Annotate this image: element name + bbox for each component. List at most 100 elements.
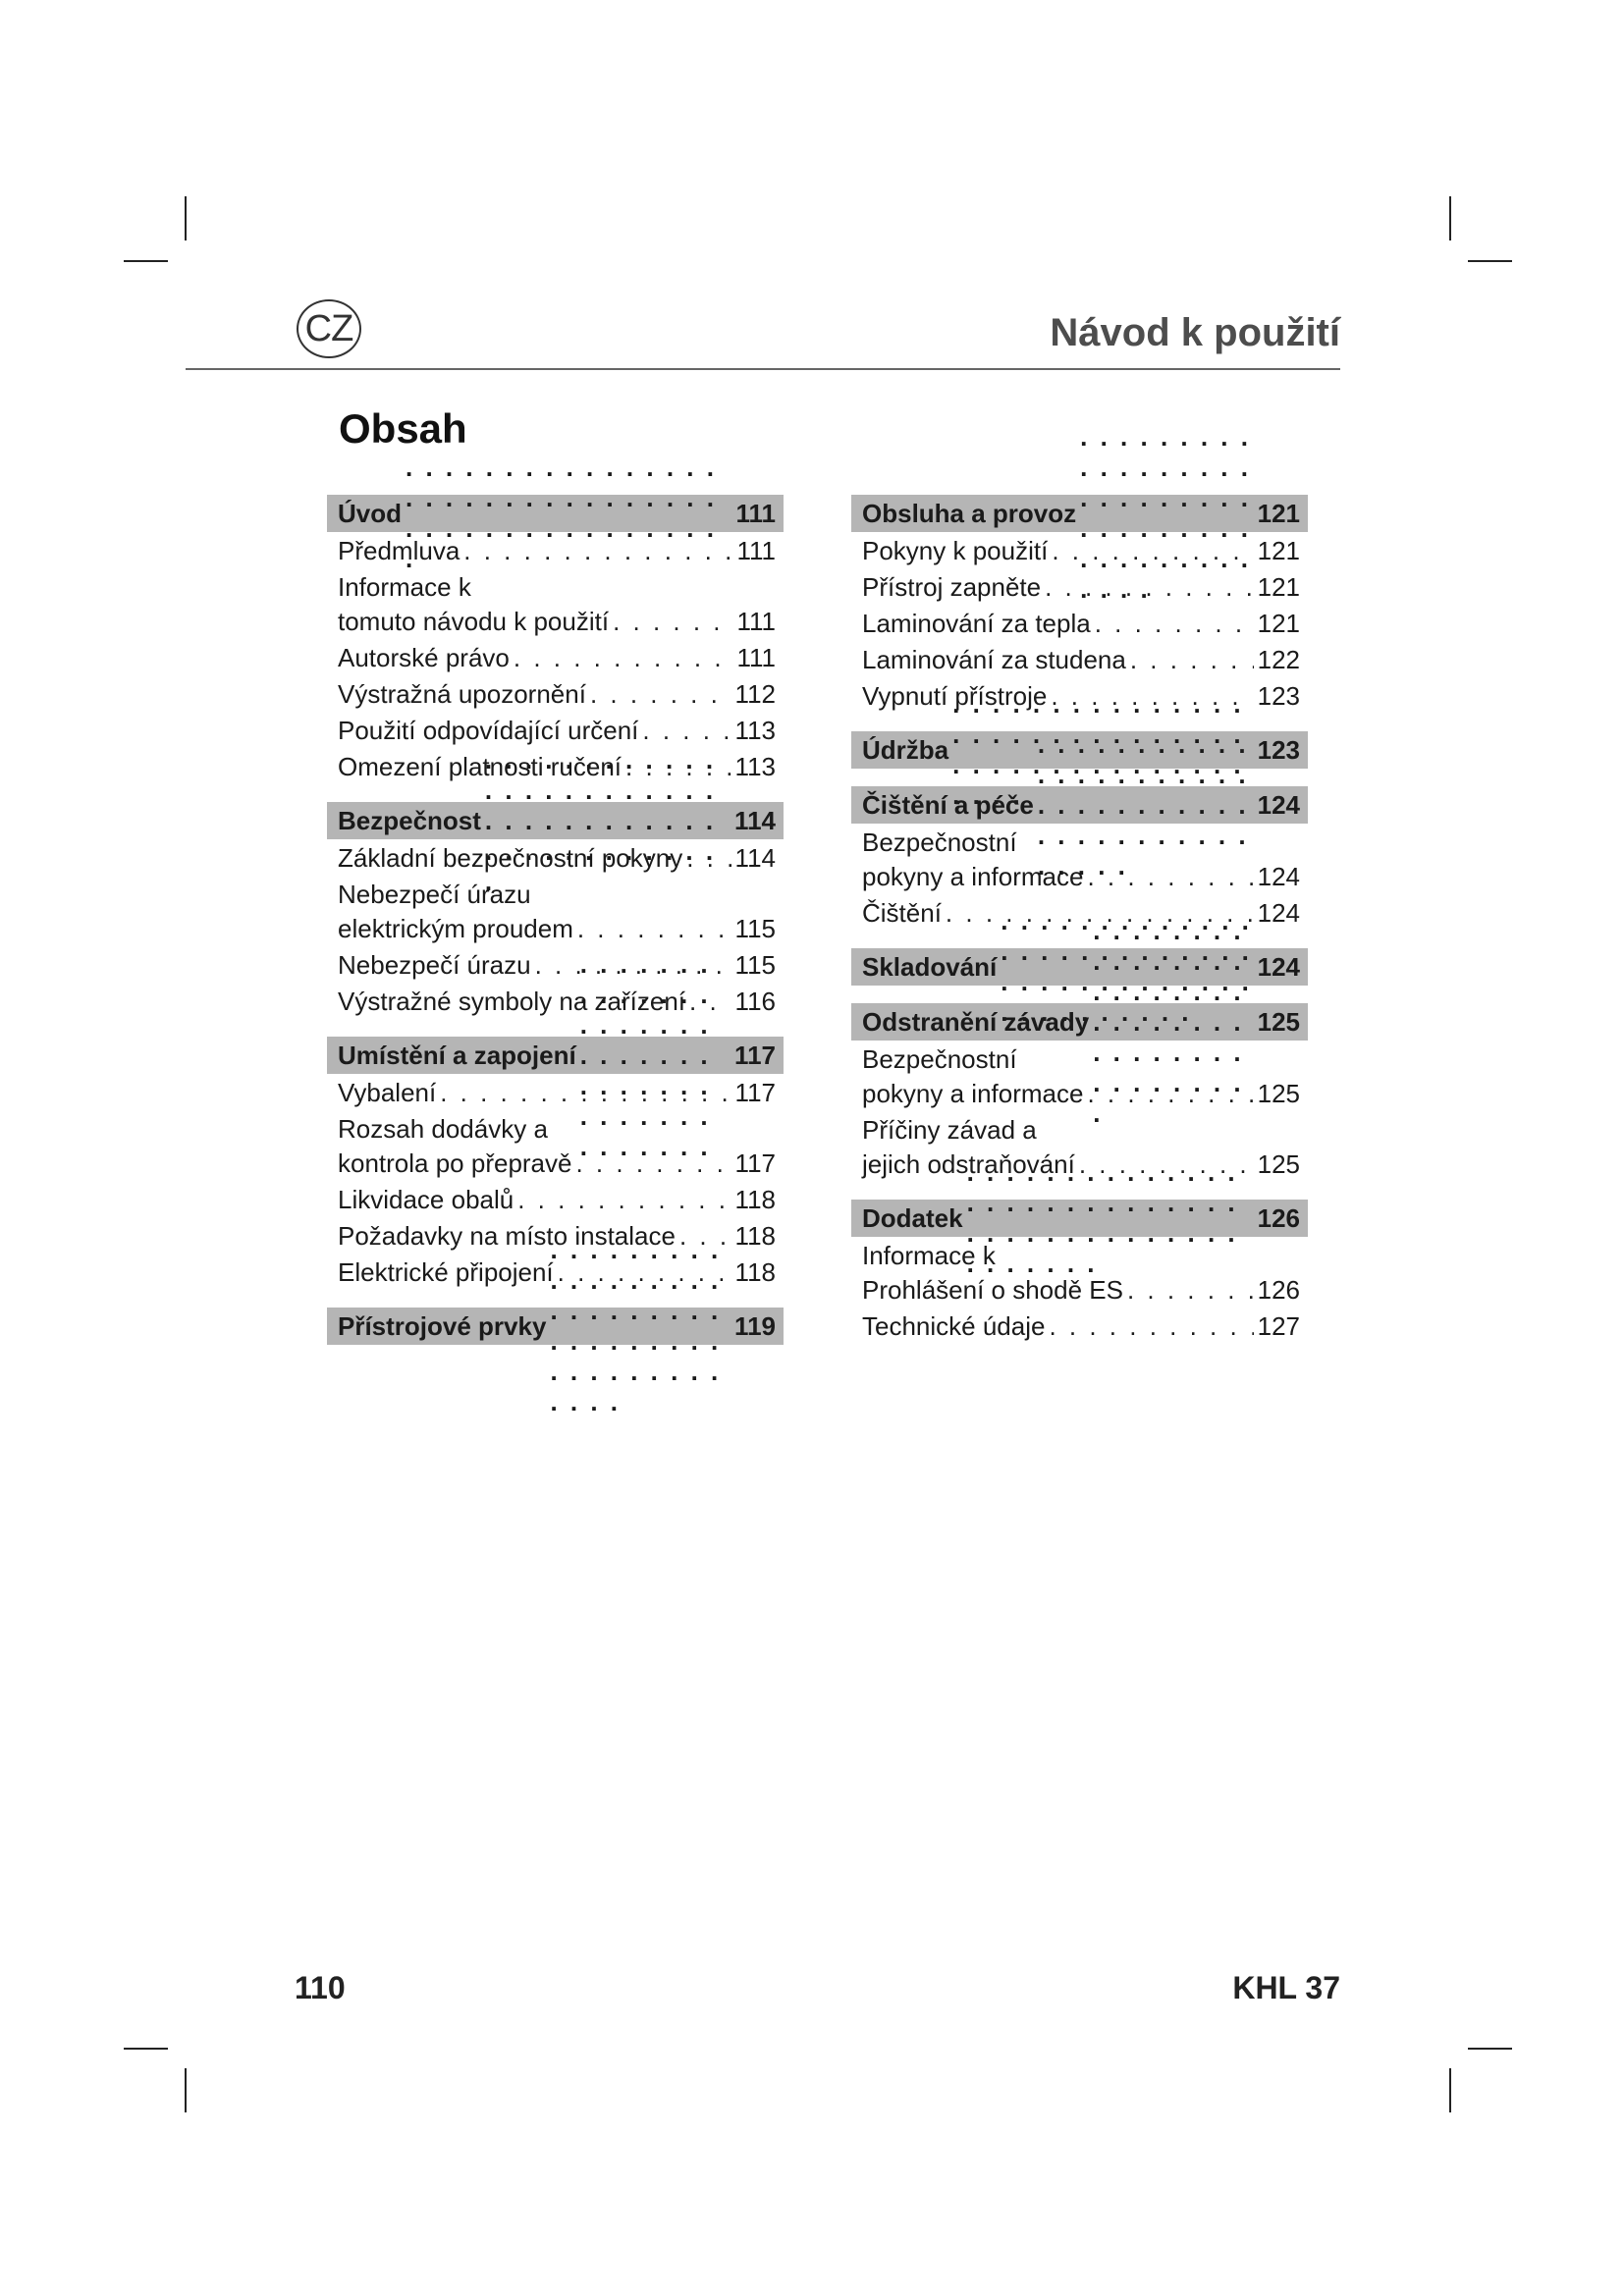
page-ref: 117 — [734, 1078, 776, 1107]
toc-entry[interactable]: Informace k tomuto návodu k použití 111 — [327, 570, 784, 639]
toc-entry-text[interactable]: Bezpečnostní — [862, 1044, 1017, 1074]
toc-entry-text[interactable]: Elektrické připojení — [338, 1257, 554, 1287]
toc-entry[interactable]: Přístroj zapněte 121 — [851, 570, 1308, 605]
toc-entry[interactable]: Vybalení 117 — [327, 1076, 784, 1110]
dot-leader — [1052, 534, 1253, 568]
toc-entry[interactable]: Použití odpovídající určení 113 — [327, 714, 784, 748]
dot-leader — [613, 605, 732, 639]
toc-entry-text[interactable]: Nebezpečí úrazu — [338, 880, 531, 909]
toc-line: pokyny a informace 125 — [862, 1077, 1300, 1111]
toc-entry[interactable]: Autorské právo 111 — [327, 641, 784, 675]
page-ref: 118 — [734, 1221, 776, 1251]
toc-section-header[interactable]: Obsluha a provoz 121 — [851, 495, 1308, 532]
page-ref: 113 — [734, 752, 776, 781]
toc-entry-text[interactable]: tomuto návodu k použití — [338, 607, 610, 636]
toc-entry-text[interactable]: Základní bezpečnostní pokyny — [338, 843, 683, 873]
toc-entry-text[interactable]: Použití odpovídající určení — [338, 716, 639, 745]
toc-entry[interactable]: Laminování za studena 122 — [851, 643, 1308, 677]
toc-line: Základní bezpečnostní pokyny 114 — [338, 841, 776, 876]
toc-entry[interactable]: Výstražná upozornění 112 — [327, 677, 784, 712]
page-ref: 127 — [1257, 1311, 1300, 1341]
toc-entry-text[interactable]: Pokyny k použití — [862, 536, 1049, 565]
language-badge: CZ — [297, 299, 361, 358]
page-ref: 115 — [734, 914, 776, 943]
toc-entry[interactable]: Rozsah dodávky a kontrola po přepravě 117 — [327, 1112, 784, 1181]
dot-leader — [1038, 729, 1254, 881]
toc-entry-text[interactable]: Vybalení — [338, 1078, 437, 1107]
toc-entry-text[interactable]: Informace k — [862, 1241, 996, 1270]
toc-line: Rozsah dodávky a — [338, 1112, 776, 1147]
toc-entry[interactable]: Likvidace obalů 118 — [327, 1183, 784, 1217]
toc-line: tomuto návodu k použití 111 — [338, 605, 776, 639]
section-title: Čištění a péče — [862, 789, 1034, 820]
toc-entry-text[interactable]: Příčiny závad a — [862, 1115, 1037, 1145]
crop-mark — [1468, 260, 1512, 262]
toc-line: Bezpečnostní — [862, 1042, 1300, 1077]
toc-section-header[interactable]: Čištění a péče 124 — [851, 786, 1308, 824]
toc-entry-text[interactable]: Informace k — [338, 572, 471, 602]
page-ref: 124 — [1257, 951, 1300, 982]
toc-section: Obsluha a provoz121Pokyny k použití121Př… — [851, 495, 1308, 714]
toc-entry-text[interactable]: Čištění — [862, 898, 942, 928]
dot-leader — [1087, 1077, 1253, 1111]
toc-entry[interactable]: Základní bezpečnostní pokyny 114 — [327, 841, 784, 876]
toc-entry-text[interactable]: Bezpečnostní — [862, 828, 1017, 857]
toc-entry[interactable]: Informace k Prohlášení o shodě ES 126 — [851, 1239, 1308, 1308]
toc-section-header[interactable]: Bezpečnost 114 — [327, 802, 784, 839]
toc-entry-text[interactable]: kontrola po přepravě — [338, 1148, 572, 1178]
toc-entry[interactable]: Čištění 124 — [851, 896, 1308, 931]
toc-section: Odstranění závady125Bezpečnostnípokyny a… — [851, 1003, 1308, 1182]
toc-entry-text[interactable]: Předmluva — [338, 536, 460, 565]
toc-entry-text[interactable]: Technické údaje — [862, 1311, 1046, 1341]
page-ref: 118 — [734, 1257, 776, 1287]
toc-entry-text[interactable]: Laminování za studena — [862, 645, 1126, 674]
toc-entry[interactable]: Bezpečnostní pokyny a informace 125 — [851, 1042, 1308, 1111]
toc-entry[interactable]: Nebezpečí úrazu elektrickým proudem 115 — [327, 878, 784, 946]
dot-leader — [550, 1235, 731, 1417]
toc-line: Čištění 124 — [862, 896, 1300, 931]
toc-entry-text[interactable]: Laminování za tepla — [862, 609, 1091, 638]
toc-entry-text[interactable]: Likvidace obalů — [338, 1185, 514, 1214]
toc-entry-text[interactable]: Výstražná upozornění — [338, 679, 586, 709]
toc-entry[interactable]: Bezpečnostní pokyny a informace 124 — [851, 826, 1308, 894]
toc-line: Elektrické připojení 118 — [338, 1255, 776, 1290]
toc-section-header[interactable]: Úvod 111 — [327, 495, 784, 532]
toc-entry-text[interactable]: Přístroj zapněte — [862, 572, 1042, 602]
toc-entry-text[interactable]: Rozsah dodávky a — [338, 1114, 548, 1144]
toc-entry[interactable]: Pokyny k použití 121 — [851, 534, 1308, 568]
toc-entry[interactable]: Elektrické připojení 118 — [327, 1255, 784, 1290]
toc-entry[interactable]: Nebezpečí úrazu 115 — [327, 948, 784, 983]
toc-entry-text[interactable]: Autorské právo — [338, 643, 510, 672]
toc-line: Přístroj zapněte 121 — [862, 570, 1300, 605]
dot-leader — [642, 714, 731, 748]
toc-entry[interactable]: Technické údaje 127 — [851, 1309, 1308, 1344]
dot-leader — [1095, 607, 1254, 641]
toc-entry-text[interactable]: pokyny a informace — [862, 862, 1084, 891]
toc-entry-text[interactable]: Nebezpečí úrazu — [338, 950, 531, 980]
crop-mark — [1449, 2068, 1451, 2112]
toc-line: Vybalení 117 — [338, 1076, 776, 1110]
dot-leader — [590, 677, 731, 712]
toc-section-header[interactable]: Přístrojové prvky 119 — [327, 1308, 784, 1345]
toc-line: Laminování za studena 122 — [862, 643, 1300, 677]
toc-entry[interactable]: Předmluva 111 — [327, 534, 784, 568]
toc-entry-text[interactable]: Prohlášení o shodě ES — [862, 1275, 1123, 1305]
toc-section-header[interactable]: Dodatek 126 — [851, 1200, 1308, 1237]
toc-section-header[interactable]: Odstranění závady 125 — [851, 1003, 1308, 1041]
toc-entry[interactable]: Laminování za tepla 121 — [851, 607, 1308, 641]
toc-section-header[interactable]: Umístění a zapojení 117 — [327, 1037, 784, 1074]
page-ref: 124 — [1257, 898, 1300, 928]
page-ref: 114 — [734, 843, 776, 873]
toc-entry-text[interactable]: elektrickým proudem — [338, 914, 573, 943]
crop-mark — [124, 260, 168, 262]
toc-section: Čištění a péče 124 Bezpečnostní pokyny a in… — [851, 786, 1308, 931]
section-title: Dodatek — [862, 1202, 963, 1233]
page-ref: 123 — [1257, 681, 1300, 711]
dot-leader — [440, 1076, 731, 1110]
document-title: Návod k použití — [1050, 311, 1340, 354]
toc-entry-text[interactable]: pokyny a informace — [862, 1079, 1084, 1108]
page-ref: 126 — [1257, 1202, 1300, 1233]
toc-line: Technické údaje 127 — [862, 1309, 1300, 1344]
page-ref: 117 — [734, 1148, 776, 1178]
page-ref: 111 — [736, 536, 776, 565]
